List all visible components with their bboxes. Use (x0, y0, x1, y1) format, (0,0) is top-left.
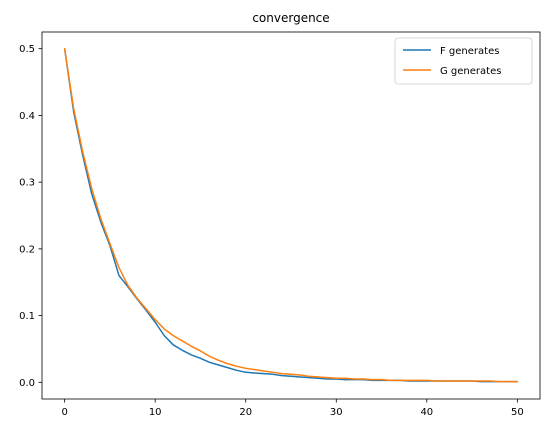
chart-title: convergence (252, 11, 329, 25)
x-tick-label: 10 (149, 407, 162, 418)
y-tick-label: 0.4 (19, 111, 35, 122)
series-layer (63, 47, 519, 383)
x-tick-label: 20 (239, 407, 252, 418)
x-tick-label: 0 (61, 407, 67, 418)
x-tick-label: 40 (420, 407, 433, 418)
legend: F generates G generates (394, 37, 533, 85)
plot-area (42, 32, 540, 399)
y-axis-ticks: 0.0 0.1 0.2 0.3 0.4 0.5 (19, 44, 42, 389)
y-tick-label: 0.5 (19, 44, 35, 55)
series-line-g-generates (63, 47, 519, 383)
legend-label-g-generates: G generates (440, 66, 501, 77)
legend-box (394, 37, 533, 85)
y-tick-label: 0.0 (19, 378, 35, 389)
y-tick-label: 0.3 (19, 178, 35, 189)
plot-frame (41, 31, 541, 400)
y-tick-label: 0.1 (19, 311, 35, 322)
x-axis-ticks: 0 10 20 30 40 50 (61, 399, 524, 418)
y-tick-label: 0.2 (19, 244, 35, 255)
legend-label-f-generates: F generates (440, 46, 499, 57)
x-tick-label: 30 (330, 407, 343, 418)
x-tick-label: 50 (511, 407, 524, 418)
